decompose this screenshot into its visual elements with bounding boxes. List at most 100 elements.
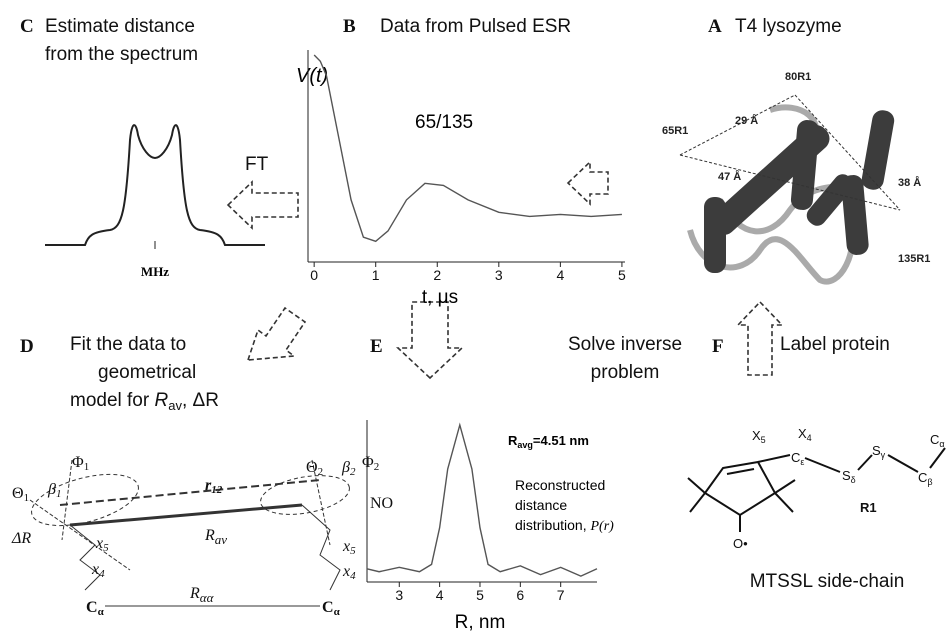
label: 65R1 [662,125,688,137]
subscript: 2 [350,466,356,478]
panel-letter: D [20,336,34,357]
caption: MTSSL side-chain [750,571,905,592]
helices [704,109,896,273]
panel-c: C Estimate distance from the spectrum MH… [20,16,298,279]
text-part: X [752,428,761,443]
text-part: C [930,432,939,447]
label: 29 Å [735,114,758,127]
text-part: R [189,585,200,602]
subscript: 4 [350,570,356,582]
label: Θ1 [12,485,29,504]
subscript: δ [851,475,856,485]
helix [860,109,896,192]
text-part: =4.51 nm [533,433,589,448]
panel-title: model for Rav, ΔR [70,390,219,413]
text-part: Φ [362,454,374,471]
x-axis-label: t, μs [422,287,458,308]
subscript: av [168,398,182,413]
arrow [738,302,782,375]
subscript: 1 [56,488,62,500]
x-tick-label: 3 [495,267,503,283]
x-tick-label: 5 [476,587,484,603]
text-part: x [342,563,350,580]
label: 47 Å [718,170,741,183]
text-part: x [95,535,103,552]
label: x5 [95,535,109,554]
helix [704,197,726,273]
chain [758,448,945,472]
label: x4 [91,561,105,580]
subscript: 4 [807,433,812,443]
panel-b: B Data from Pulsed ESR [343,16,571,37]
text-part: Θ [12,485,24,502]
structure [688,448,945,532]
label: Θ2 [306,459,323,478]
spectrum [45,125,265,245]
subscript: 2 [318,466,324,478]
panel-title: problem [591,362,660,383]
panel-title: Solve inverse [568,334,682,355]
annotation: distribution, P(r) [515,517,614,534]
subscript: α [939,439,944,449]
label: Sγ [872,443,886,460]
subscript: 2 [374,461,380,473]
text-part: C [322,599,334,616]
panel-letter: E [370,336,383,357]
axis-label: MHz [141,264,169,279]
label: Cα [86,599,105,618]
label: x5 [342,538,356,557]
annotation: distance [515,497,567,513]
label: R1 [860,500,877,515]
label: 80R1 [785,71,811,83]
annotation: Reconstructed [515,477,605,493]
subscript: 1 [84,461,90,473]
text-part: model for [70,390,154,411]
panel-title: from the spectrum [45,44,198,65]
label: X4 [798,426,812,443]
cone [258,469,353,520]
text-part: X [798,426,807,441]
text-part: β [341,459,350,476]
bonds [688,478,795,532]
text-part: C [918,470,927,485]
panel-title: Label protein [780,334,890,355]
label: X5 [752,428,766,445]
panel-title: T4 lysozyme [735,16,842,37]
text-part: Θ [306,459,318,476]
r12-line [60,480,320,505]
subscript: αα [200,590,215,605]
arrow [568,162,608,204]
label: Φ2 [362,454,379,473]
x-tick-label: 0 [310,267,318,283]
label: β2 [341,459,356,478]
text-part: Φ [72,454,84,471]
x-tick-label: 4 [556,267,564,283]
label: x4 [342,563,356,582]
panel-title: Data from Pulsed ESR [380,16,571,37]
text-part: C [86,599,98,616]
label: ΔR [11,530,31,547]
arrow [228,182,298,228]
panel-title: Estimate distance [45,16,195,37]
annotation: 65/135 [415,112,473,133]
text-part: P(r) [589,519,614,534]
text-part: R [204,527,215,544]
subscript: ε [800,457,804,467]
label: NO [370,495,393,512]
arrow [248,308,305,360]
panel-e: E Solve inverse problem [370,302,682,383]
arrow [398,302,462,378]
x-tick-label: 1 [372,267,380,283]
subscript: α [334,606,341,618]
subscript: 12 [211,484,223,496]
x-tick-label: 2 [433,267,441,283]
double-bond [727,469,754,474]
panel-f: F Label protein X5 X4 Cε Sδ Sγ Cβ Cα O• … [688,302,945,592]
text-part: S [842,468,851,483]
text-part: β [47,481,56,498]
x-tick-label: 4 [436,587,444,603]
text-part: C [791,450,800,465]
subscript: α [98,606,105,618]
arrow-label: FT [245,154,269,175]
linker [302,505,340,590]
